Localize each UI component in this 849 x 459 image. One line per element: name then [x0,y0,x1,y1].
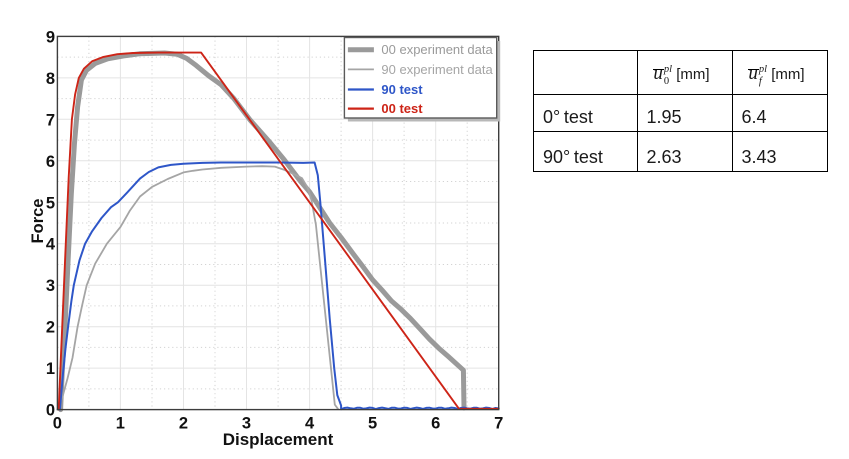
svg-text:6: 6 [46,153,55,171]
svg-text:7: 7 [494,414,503,432]
svg-text:3: 3 [242,414,251,432]
svg-text:3: 3 [46,277,55,295]
svg-text:90 test: 90 test [381,82,423,97]
svg-text:7: 7 [46,111,55,129]
svg-text:1: 1 [46,360,55,378]
svg-text:0: 0 [46,402,55,420]
svg-text:8: 8 [46,70,55,88]
svg-text:1: 1 [116,414,125,432]
svg-text:Displacement: Displacement [223,430,334,449]
svg-text:00 test: 00 test [381,101,423,116]
svg-text:0: 0 [53,414,62,432]
svg-text:5: 5 [46,194,55,212]
svg-text:9: 9 [46,28,55,46]
svg-text:4: 4 [46,236,56,254]
svg-text:6: 6 [431,414,440,432]
svg-text:2: 2 [46,319,55,337]
svg-text:2: 2 [179,414,188,432]
svg-text:Force: Force [29,199,47,244]
svg-text:00 experiment data: 00 experiment data [381,42,493,57]
svg-text:90 experiment data: 90 experiment data [381,62,493,77]
svg-text:4: 4 [305,414,315,432]
svg-text:5: 5 [368,414,377,432]
